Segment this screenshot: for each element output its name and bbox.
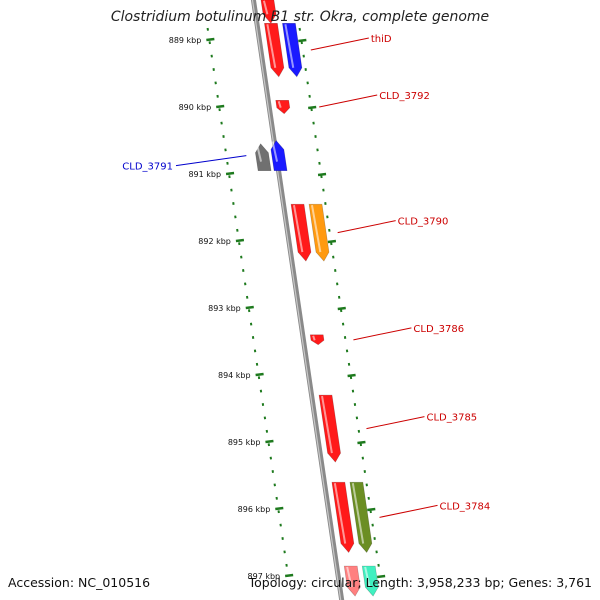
- genome-title: Clostridium botulinum B1 str. Okra, comp…: [110, 9, 490, 25]
- genome-summary-text: Topology: circular; Length: 3,958,233 bp…: [248, 575, 592, 590]
- gene-highlight: [351, 483, 365, 544]
- gene-highlight: [346, 566, 353, 588]
- gene-highlight: [364, 566, 371, 588]
- gene-highlight: [256, 144, 263, 162]
- tick-label: 890 kbp: [179, 103, 212, 112]
- major-tick: [337, 306, 346, 311]
- gene-arrow[interactable]: [309, 334, 325, 346]
- gene-label-leader: [366, 416, 425, 430]
- backbone-highlight: [251, 0, 342, 600]
- genome-backbone: [250, 0, 345, 600]
- gene-highlight: [277, 101, 282, 108]
- gene-highlight: [321, 395, 333, 454]
- gene-label[interactable]: thiD: [371, 34, 392, 45]
- major-tick: [317, 172, 327, 177]
- gene-highlight: [333, 483, 347, 544]
- gene-label[interactable]: CLD_3784: [440, 501, 491, 512]
- gene-arrow[interactable]: [290, 203, 312, 262]
- gene-highlight: [271, 141, 279, 162]
- gene-arrow[interactable]: [282, 22, 303, 78]
- major-tick: [327, 239, 337, 244]
- tick-marks: 889 kbp 890 kbp 891 kbp 892 kbp 893 kbp 894 k…: [169, 36, 386, 581]
- gene-label[interactable]: CLD_3792: [379, 91, 430, 102]
- major-tick: [376, 574, 386, 579]
- gene-label-leader: [353, 327, 412, 341]
- gene-label[interactable]: CLD_3791: [122, 162, 173, 173]
- major-tick: [298, 38, 307, 43]
- gene-label-leader: [310, 37, 369, 51]
- gene-highlight: [310, 204, 322, 253]
- major-tick: [284, 573, 294, 578]
- gene-arrow[interactable]: [264, 22, 285, 78]
- gene-label[interactable]: CLD_3786: [413, 324, 464, 335]
- gene-highlight: [312, 335, 316, 341]
- tick-label: 892 kbp: [198, 237, 231, 246]
- gene-label-leader: [175, 155, 247, 167]
- gene-highlight: [292, 204, 304, 253]
- gene-highlight: [284, 24, 295, 69]
- major-tick: [265, 439, 274, 444]
- major-tick: [216, 104, 225, 109]
- accession-text: Accession: NC_010516: [8, 575, 151, 590]
- major-tick: [255, 372, 264, 377]
- tick-label: 895 kbp: [228, 438, 261, 447]
- major-tick: [275, 506, 284, 511]
- tick-label: 894 kbp: [218, 371, 251, 380]
- gene-label[interactable]: CLD_3785: [426, 413, 477, 424]
- gene-label-leader: [337, 220, 396, 234]
- major-tick: [347, 373, 356, 378]
- major-tick: [225, 171, 235, 176]
- gene-arrow[interactable]: [275, 100, 291, 115]
- gene-labels: thiD CLD_3792 CLD_3791 CLD_3790 CLD_3786 CLD_…: [122, 34, 491, 518]
- tick-dots: [206, 27, 380, 567]
- gene-label-leader: [379, 504, 438, 518]
- gene-label-leader: [319, 94, 378, 108]
- tick-label: 896 kbp: [238, 505, 271, 514]
- major-tick: [235, 238, 245, 243]
- major-tick: [357, 440, 366, 445]
- tick-label: 889 kbp: [169, 36, 202, 45]
- major-tick: [367, 507, 376, 512]
- major-tick: [308, 105, 317, 110]
- gene-features: [255, 0, 379, 597]
- gene-label[interactable]: CLD_3790: [398, 217, 449, 228]
- tick-label: 893 kbp: [208, 304, 241, 313]
- tick-label: 891 kbp: [188, 170, 221, 179]
- major-tick: [245, 305, 254, 310]
- gene-arrow[interactable]: [308, 203, 330, 262]
- gene-highlight: [262, 0, 269, 15]
- backbone-line: [250, 0, 345, 600]
- tick-label: 897 kbp: [248, 572, 281, 581]
- major-tick: [206, 37, 215, 42]
- gene-highlight: [266, 24, 277, 69]
